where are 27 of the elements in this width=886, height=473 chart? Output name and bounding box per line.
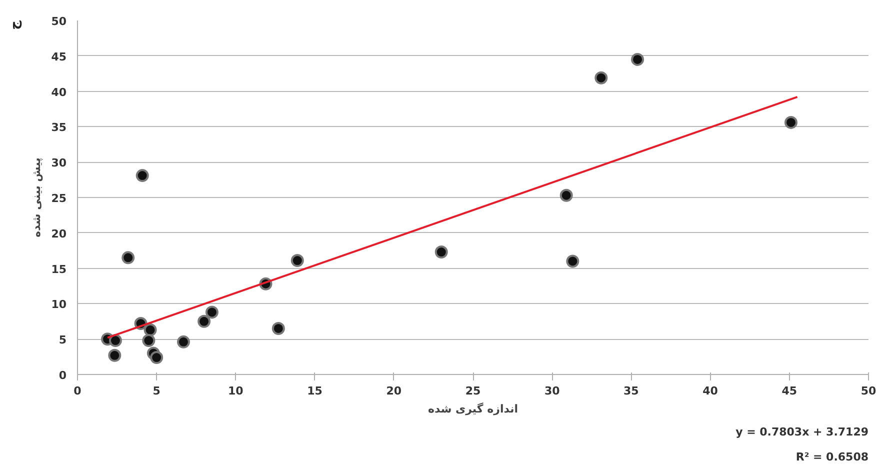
x-tick-label: 25 — [465, 384, 481, 398]
text: R² = 0.6508 — [796, 450, 869, 464]
y-axis-title: پیش بینی شده — [30, 158, 44, 238]
x-tick-label: 5 — [152, 384, 160, 398]
y-tick-label: 20 — [51, 227, 67, 240]
text: y = 0.7803x + 3.7129 — [736, 426, 869, 438]
y-tick-label: 5 — [58, 334, 66, 347]
x-tick-label: 40 — [702, 384, 718, 398]
text: ج — [8, 20, 22, 30]
x-tick-label: 30 — [544, 384, 560, 398]
y-tick-label: 35 — [51, 121, 67, 134]
y-tick-label: 10 — [51, 298, 67, 312]
x-tick-label: 45 — [782, 384, 798, 398]
y-tick-label: 30 — [51, 156, 67, 170]
y-tick-label: 0 — [58, 369, 67, 382]
y-tick-label: 15 — [51, 262, 67, 276]
x-tick-label: 15 — [307, 384, 322, 398]
y-tick-label: 40 — [51, 86, 67, 99]
x-tick-label: 20 — [386, 384, 402, 398]
x-tick-label: 50 — [860, 384, 876, 398]
x-tick-label: 35 — [624, 384, 639, 398]
x-axis-title: اندازه گیری شده — [428, 402, 518, 416]
x-tick-label: 0 — [74, 384, 82, 398]
y-tick-label: 45 — [51, 50, 67, 64]
x-tick-label: 10 — [228, 384, 244, 398]
y-tick-label: 50 — [51, 15, 67, 28]
y-tick-label: 25 — [51, 192, 67, 205]
